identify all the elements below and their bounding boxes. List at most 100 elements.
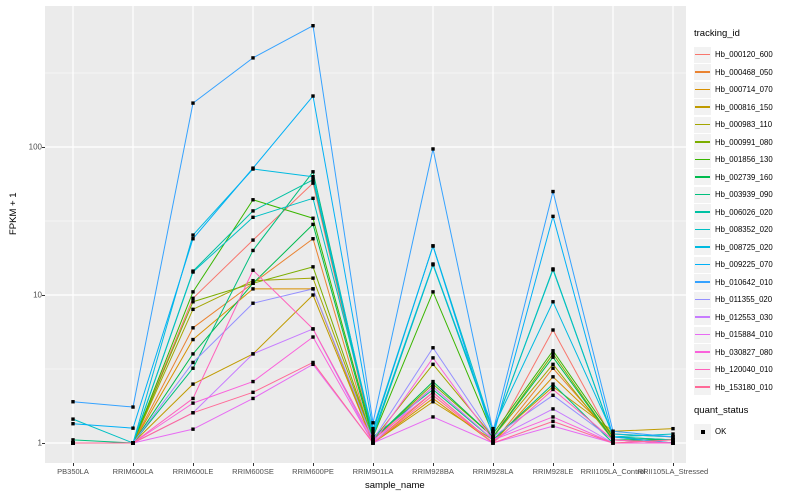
data-point bbox=[251, 390, 255, 395]
data-point bbox=[551, 415, 555, 419]
data-point bbox=[431, 390, 435, 395]
data-point bbox=[371, 438, 375, 442]
legend-line-icon bbox=[695, 281, 710, 283]
legend-label: Hb_003939_090 bbox=[715, 190, 773, 200]
data-point bbox=[191, 270, 195, 274]
legend-label: Hb_008725_020 bbox=[715, 242, 773, 252]
data-point bbox=[551, 382, 555, 386]
legend-key-swatch bbox=[694, 379, 711, 396]
data-point bbox=[311, 170, 315, 174]
data-point bbox=[611, 438, 615, 442]
data-point bbox=[551, 407, 555, 411]
data-point bbox=[71, 438, 75, 442]
legend-title-quant-status: quant_status bbox=[694, 405, 749, 416]
legend-line-icon bbox=[695, 88, 710, 91]
data-point bbox=[251, 209, 255, 213]
legend-label: Hb_000991_080 bbox=[715, 137, 773, 147]
data-point bbox=[371, 432, 375, 436]
data-point bbox=[551, 424, 555, 428]
legend-line-icon bbox=[695, 246, 710, 248]
legend-key-swatch bbox=[694, 186, 711, 203]
legend-line-icon bbox=[695, 158, 710, 161]
legend-label: Hb_153180_010 bbox=[715, 382, 773, 392]
data-point bbox=[311, 94, 315, 98]
data-point bbox=[431, 346, 435, 350]
data-point bbox=[251, 56, 255, 60]
data-point bbox=[251, 215, 255, 219]
y-tick-label: 1 bbox=[37, 438, 42, 448]
legend-key-swatch bbox=[694, 134, 711, 151]
data-point bbox=[311, 335, 315, 339]
legend-line-icon bbox=[695, 263, 710, 266]
legend-item-Hb_002739_160: Hb_002739_160 bbox=[694, 169, 798, 187]
legend-item-Hb_006026_020: Hb_006026_020 bbox=[694, 204, 798, 222]
x-tick-mark bbox=[133, 463, 134, 466]
data-point bbox=[431, 379, 435, 384]
data-point bbox=[251, 352, 255, 356]
y-tick-mark bbox=[42, 295, 45, 296]
x-tick-label-RRIM600PE: RRIM600PE bbox=[292, 467, 334, 476]
x-tick-mark bbox=[373, 463, 374, 466]
legend-key-swatch bbox=[694, 291, 711, 308]
data-point bbox=[611, 429, 615, 433]
legend-line-icon bbox=[695, 123, 710, 126]
data-point bbox=[491, 435, 495, 439]
legend-line-icon bbox=[695, 351, 710, 353]
legend-key-swatch bbox=[694, 326, 711, 343]
data-point bbox=[251, 287, 255, 291]
data-point bbox=[131, 405, 135, 409]
data-point bbox=[191, 337, 195, 342]
legend-line-icon bbox=[695, 176, 710, 178]
x-tick-label-PB350LA: PB350LA bbox=[57, 467, 89, 476]
legend-key-swatch bbox=[694, 204, 711, 221]
data-point bbox=[251, 281, 255, 285]
x-tick-label-RRIM600LA: RRIM600LA bbox=[112, 467, 154, 476]
x-tick-label-RRIM928LA: RRIM928LA bbox=[472, 467, 514, 476]
data-point bbox=[431, 244, 435, 248]
data-point bbox=[371, 429, 375, 433]
data-point bbox=[551, 419, 555, 424]
data-point bbox=[551, 349, 555, 353]
legend-line-icon bbox=[695, 298, 710, 301]
legend-item-Hb_000714_070: Hb_000714_070 bbox=[694, 81, 798, 99]
x-tick-label-RRIM928BA: RRIM928BA bbox=[412, 467, 454, 476]
data-point bbox=[491, 429, 495, 433]
legend-label: Hb_000816_150 bbox=[715, 102, 773, 112]
legend-item-Hb_001856_130: Hb_001856_130 bbox=[694, 151, 798, 169]
data-point bbox=[491, 438, 495, 442]
x-tick-mark bbox=[493, 463, 494, 466]
data-point bbox=[551, 189, 555, 194]
data-point bbox=[431, 290, 435, 294]
legend: tracking_id Hb_000120_600 Hb_000468_050 Hb… bbox=[694, 28, 798, 441]
data-point bbox=[71, 400, 75, 404]
x-tick-mark bbox=[613, 463, 614, 466]
legend-line-icon bbox=[695, 368, 710, 371]
data-point bbox=[431, 400, 435, 404]
legend-item-Hb_000983_110: Hb_000983_110 bbox=[694, 116, 798, 134]
legend-title-tracking-id: tracking_id bbox=[694, 28, 740, 39]
data-point bbox=[431, 362, 435, 367]
data-point bbox=[551, 268, 555, 272]
data-point bbox=[431, 262, 435, 266]
legend-key-swatch bbox=[694, 151, 711, 168]
data-point bbox=[191, 101, 195, 105]
data-point bbox=[191, 352, 195, 356]
data-point bbox=[551, 375, 555, 379]
legend-key-swatch bbox=[694, 274, 711, 291]
data-point bbox=[191, 290, 195, 294]
x-tick-label-RRIM901LA: RRIM901LA bbox=[352, 467, 394, 476]
legend-item-Hb_003939_090: Hb_003939_090 bbox=[694, 186, 798, 204]
data-point bbox=[311, 362, 315, 367]
x-tick-mark bbox=[553, 463, 554, 466]
plot-panel bbox=[45, 6, 686, 463]
data-point bbox=[71, 422, 75, 426]
data-point bbox=[671, 438, 675, 442]
legend-label: Hb_015884_010 bbox=[715, 330, 773, 340]
legend-line-icon bbox=[695, 53, 710, 56]
legend-line-icon bbox=[695, 193, 710, 196]
data-point bbox=[251, 379, 255, 384]
legend-label: Hb_030827_080 bbox=[715, 347, 773, 357]
data-point bbox=[491, 441, 495, 445]
data-point bbox=[551, 214, 555, 219]
